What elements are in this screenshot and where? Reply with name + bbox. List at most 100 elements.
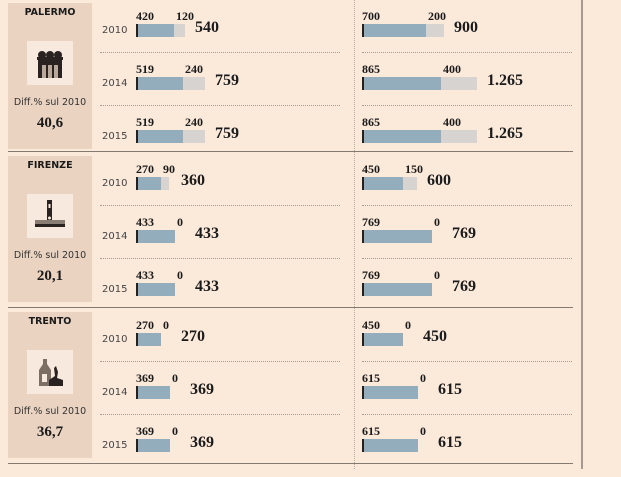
value-label-extra: 0 (420, 424, 426, 438)
bar-right (362, 177, 417, 190)
value-label-base: 433 (136, 215, 154, 229)
value-label-extra: 240 (185, 62, 203, 76)
value-label-extra: 400 (443, 115, 461, 129)
value-label-base: 865 (362, 115, 380, 129)
value-label-extra: 240 (185, 115, 203, 129)
row-divider (100, 52, 340, 53)
bar-segment-base (362, 386, 418, 399)
bar-right (362, 439, 418, 452)
table-row: 2014 519 240 759 865 400 1.265 (0, 62, 581, 115)
column-divider (354, 0, 355, 469)
value-label-extra: 0 (405, 318, 411, 332)
bar-segment-base (136, 439, 170, 452)
value-label-extra: 200 (428, 9, 446, 23)
bar-segment-base (136, 283, 175, 296)
value-label-base: 420 (136, 9, 154, 23)
value-label-extra: 0 (177, 215, 183, 229)
total-label: 759 (215, 72, 239, 89)
value-label-extra: 0 (434, 268, 440, 282)
bar-left (136, 283, 175, 296)
bar-left (136, 24, 185, 37)
row-divider (100, 205, 340, 206)
bar-segment-base (136, 130, 183, 143)
year-label: 2014 (102, 387, 128, 398)
bar-right (362, 386, 418, 399)
bar-segment-extra (174, 24, 185, 37)
row-divider (100, 414, 340, 415)
bar-left (136, 439, 170, 452)
year-label: 2015 (102, 131, 128, 142)
bar-segment-base (136, 230, 175, 243)
palermo-building-icon (27, 41, 73, 85)
value-label-base: 865 (362, 62, 380, 76)
table-row: 2014 433 0 433 769 0 769 (0, 215, 581, 268)
value-label-extra: 120 (176, 9, 194, 23)
value-label-base: 369 (136, 371, 154, 385)
city-section-firenze: FIRENZE Diff.% sul 2010 20,1 2010 270 90 360 45… (0, 153, 581, 309)
value-label-base: 450 (362, 318, 380, 332)
bar-segment-extra (403, 177, 417, 190)
total-label: 433 (195, 225, 219, 242)
total-label: 759 (215, 125, 239, 142)
section-divider (8, 463, 573, 464)
bar-right (362, 24, 444, 37)
total-label: 769 (452, 278, 476, 295)
bar-segment-base (136, 177, 161, 190)
value-label-base: 433 (136, 268, 154, 282)
year-label: 2010 (102, 25, 128, 36)
table-row: 2015 519 240 759 865 400 1.265 (0, 115, 581, 168)
bar-segment-base (362, 283, 432, 296)
total-label: 369 (190, 434, 214, 451)
bar-left (136, 333, 161, 346)
section-divider (8, 307, 573, 308)
value-label-base: 615 (362, 371, 380, 385)
value-label-extra: 400 (443, 62, 461, 76)
total-label: 1.265 (487, 72, 523, 89)
value-label-base: 519 (136, 62, 154, 76)
row-divider (362, 258, 572, 259)
value-label-extra: 90 (163, 162, 175, 176)
total-label: 270 (181, 328, 205, 345)
bar-right (362, 333, 403, 346)
city-panel: FIRENZE Diff.% sul 2010 20,1 (8, 156, 92, 302)
value-label-extra: 150 (405, 162, 423, 176)
bar-segment-base (362, 24, 426, 37)
bar-right (362, 130, 477, 143)
value-label-extra: 0 (420, 371, 426, 385)
value-label-extra: 0 (434, 215, 440, 229)
table-row: 2010 270 90 360 450 150 600 (0, 162, 581, 215)
bar-segment-base (362, 439, 418, 452)
bar-segment-extra (426, 24, 444, 37)
bar-segment-extra (161, 177, 169, 190)
bar-segment-base (362, 77, 441, 90)
value-label-extra: 0 (163, 318, 169, 332)
total-label: 369 (190, 381, 214, 398)
bar-segment-base (362, 230, 432, 243)
year-label: 2010 (102, 334, 128, 345)
city-panel: PALERMO Diff.% sul 2010 40,6 (8, 3, 92, 149)
value-label-base: 615 (362, 424, 380, 438)
bar-segment-extra (441, 77, 477, 90)
city-section-trento: TRENTO Diff.% sul 2010 36,7 2010 270 0 270 450 0… (0, 309, 581, 465)
table-row: 2010 420 120 540 700 200 900 (0, 9, 581, 62)
bar-left (136, 177, 169, 190)
bar-segment-base (136, 24, 174, 37)
diff-value: 40,6 (36, 115, 64, 131)
bar-right (362, 230, 432, 243)
total-label: 450 (423, 328, 447, 345)
value-label-base: 769 (362, 268, 380, 282)
year-label: 2014 (102, 231, 128, 242)
total-label: 615 (438, 381, 462, 398)
total-label: 600 (427, 172, 451, 189)
bar-right (362, 77, 477, 90)
value-label-base: 270 (136, 318, 154, 332)
row-divider (100, 105, 340, 106)
total-label: 540 (195, 19, 219, 36)
bar-segment-extra (441, 130, 477, 143)
city-name: PALERMO (24, 7, 76, 18)
bar-right (362, 283, 432, 296)
right-border-line (581, 0, 583, 469)
bar-segment-base (362, 333, 403, 346)
table-row: 2015 369 0 369 615 0 615 (0, 424, 581, 477)
total-label: 433 (195, 278, 219, 295)
